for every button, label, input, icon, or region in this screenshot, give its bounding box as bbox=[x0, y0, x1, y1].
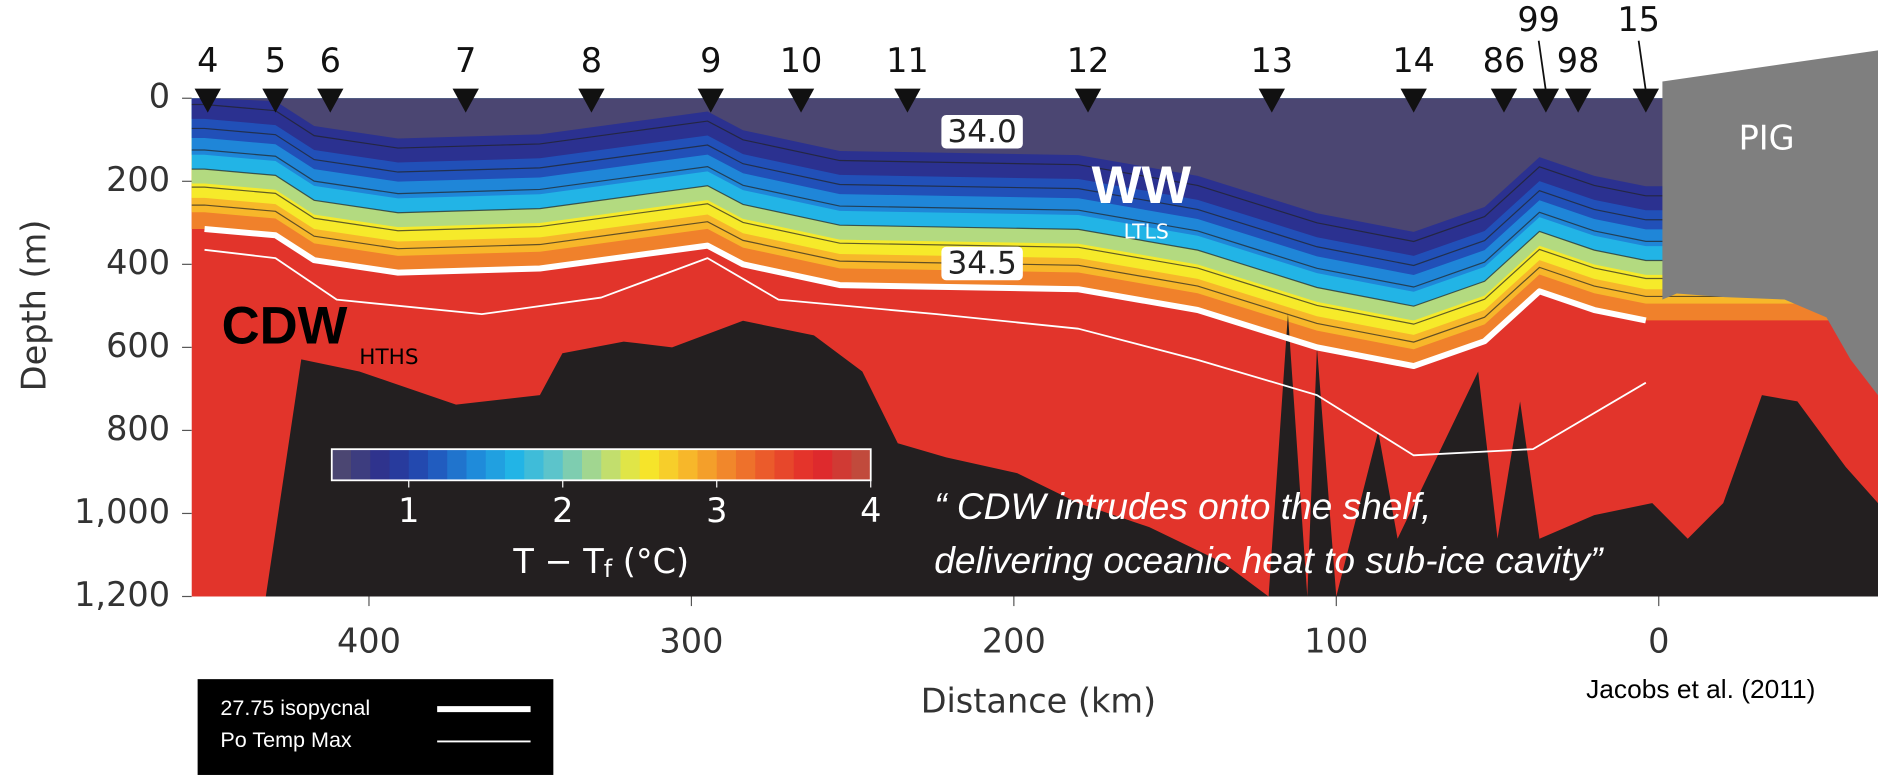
colorbar-tick-label: 2 bbox=[552, 491, 573, 530]
x-tick-label: 200 bbox=[982, 622, 1046, 661]
page: PIG02004006008001,0001,200Depth (m)40030… bbox=[0, 0, 1878, 775]
colorbar-swatch bbox=[563, 449, 583, 480]
y-tick-label: 0 bbox=[149, 77, 170, 116]
x-tick-label: 0 bbox=[1648, 622, 1669, 661]
colorbar-label-part: T − T bbox=[512, 541, 604, 580]
cdw-label: CDW bbox=[222, 296, 348, 355]
colorbar-swatch bbox=[447, 449, 467, 480]
pig-label: PIG bbox=[1739, 119, 1795, 158]
colorbar-tick-label: 4 bbox=[860, 491, 881, 530]
station-label: 13 bbox=[1250, 41, 1293, 80]
x-tick-label: 300 bbox=[659, 622, 723, 661]
station-label: 14 bbox=[1392, 41, 1435, 80]
station-label: 15 bbox=[1617, 0, 1660, 39]
chart: PIG02004006008001,0001,200Depth (m)40030… bbox=[0, 0, 1878, 775]
station-label: 98 bbox=[1557, 41, 1600, 80]
station-label: 12 bbox=[1067, 41, 1110, 80]
colorbar-swatch bbox=[832, 449, 852, 480]
colorbar-swatch bbox=[851, 449, 871, 480]
quote-line: “ CDW intrudes onto the shelf, bbox=[934, 485, 1431, 527]
colorbar-tick-label: 1 bbox=[398, 491, 419, 530]
colorbar-swatch bbox=[409, 449, 429, 480]
source-label: Jacobs et al. (2011) bbox=[1586, 674, 1815, 704]
y-tick-label: 400 bbox=[106, 243, 170, 282]
colorbar-swatch bbox=[351, 449, 371, 480]
station-label: 8 bbox=[581, 41, 602, 80]
y-axis-label: Depth (m) bbox=[14, 220, 53, 392]
station-leader bbox=[1539, 41, 1546, 91]
station-label: 10 bbox=[780, 41, 823, 80]
colorbar-swatch bbox=[524, 449, 544, 480]
colorbar-tick-label: 3 bbox=[706, 491, 727, 530]
colorbar-swatch bbox=[428, 449, 448, 480]
colorbar-swatch bbox=[467, 449, 487, 480]
x-tick-label: 100 bbox=[1304, 622, 1368, 661]
ww-label: WW bbox=[1092, 156, 1192, 215]
ltls-label: LTLS bbox=[1124, 219, 1169, 243]
colorbar-swatch bbox=[717, 449, 737, 480]
colorbar-swatch bbox=[755, 449, 775, 480]
hths-label: HTHS bbox=[359, 345, 418, 370]
station-label: 11 bbox=[886, 41, 929, 80]
colorbar-swatch bbox=[697, 449, 717, 480]
colorbar-swatch bbox=[582, 449, 602, 480]
station-label: 6 bbox=[320, 41, 341, 80]
x-axis-label: Distance (km) bbox=[921, 682, 1156, 721]
colorbar-swatch bbox=[620, 449, 640, 480]
y-tick-label: 1,000 bbox=[74, 492, 170, 531]
colorbar-swatch bbox=[640, 449, 660, 480]
station-label: 99 bbox=[1517, 0, 1560, 39]
colorbar-swatch bbox=[601, 449, 621, 480]
station-label: 5 bbox=[265, 41, 286, 80]
y-tick-label: 1,200 bbox=[74, 575, 170, 614]
y-tick-label: 800 bbox=[106, 409, 170, 448]
legend-label: 27.75 isopycnal bbox=[220, 695, 370, 720]
colorbar-swatch bbox=[794, 449, 814, 480]
legend-label: Po Temp Max bbox=[220, 727, 352, 752]
colorbar-swatch bbox=[659, 449, 679, 480]
colorbar-swatch bbox=[736, 449, 756, 480]
y-tick-label: 600 bbox=[106, 326, 170, 365]
colorbar-swatch bbox=[370, 449, 390, 480]
x-tick-label: 400 bbox=[337, 622, 401, 661]
station-label: 9 bbox=[700, 41, 721, 80]
colorbar-label: T − Tf (°C) bbox=[512, 541, 689, 583]
colorbar-swatch bbox=[390, 449, 410, 480]
colorbar-swatch bbox=[505, 449, 525, 480]
colorbar-swatch bbox=[486, 449, 506, 480]
station-label: 4 bbox=[197, 41, 218, 80]
station-label: 7 bbox=[455, 41, 476, 80]
colorbar-label-part: (°C) bbox=[612, 541, 689, 580]
colorbar-swatch bbox=[678, 449, 698, 480]
contour-label: 34.5 bbox=[947, 246, 1016, 282]
colorbar-swatch bbox=[332, 449, 352, 480]
colorbar-swatch bbox=[774, 449, 794, 480]
y-tick-label: 200 bbox=[106, 160, 170, 199]
colorbar-swatch bbox=[813, 449, 833, 480]
station-leader bbox=[1639, 41, 1646, 91]
contour-label: 34.0 bbox=[947, 114, 1016, 150]
station-label: 86 bbox=[1483, 41, 1526, 80]
quote-line: delivering oceanic heat to sub-ice cavit… bbox=[934, 539, 1604, 581]
colorbar-swatch bbox=[544, 449, 564, 480]
